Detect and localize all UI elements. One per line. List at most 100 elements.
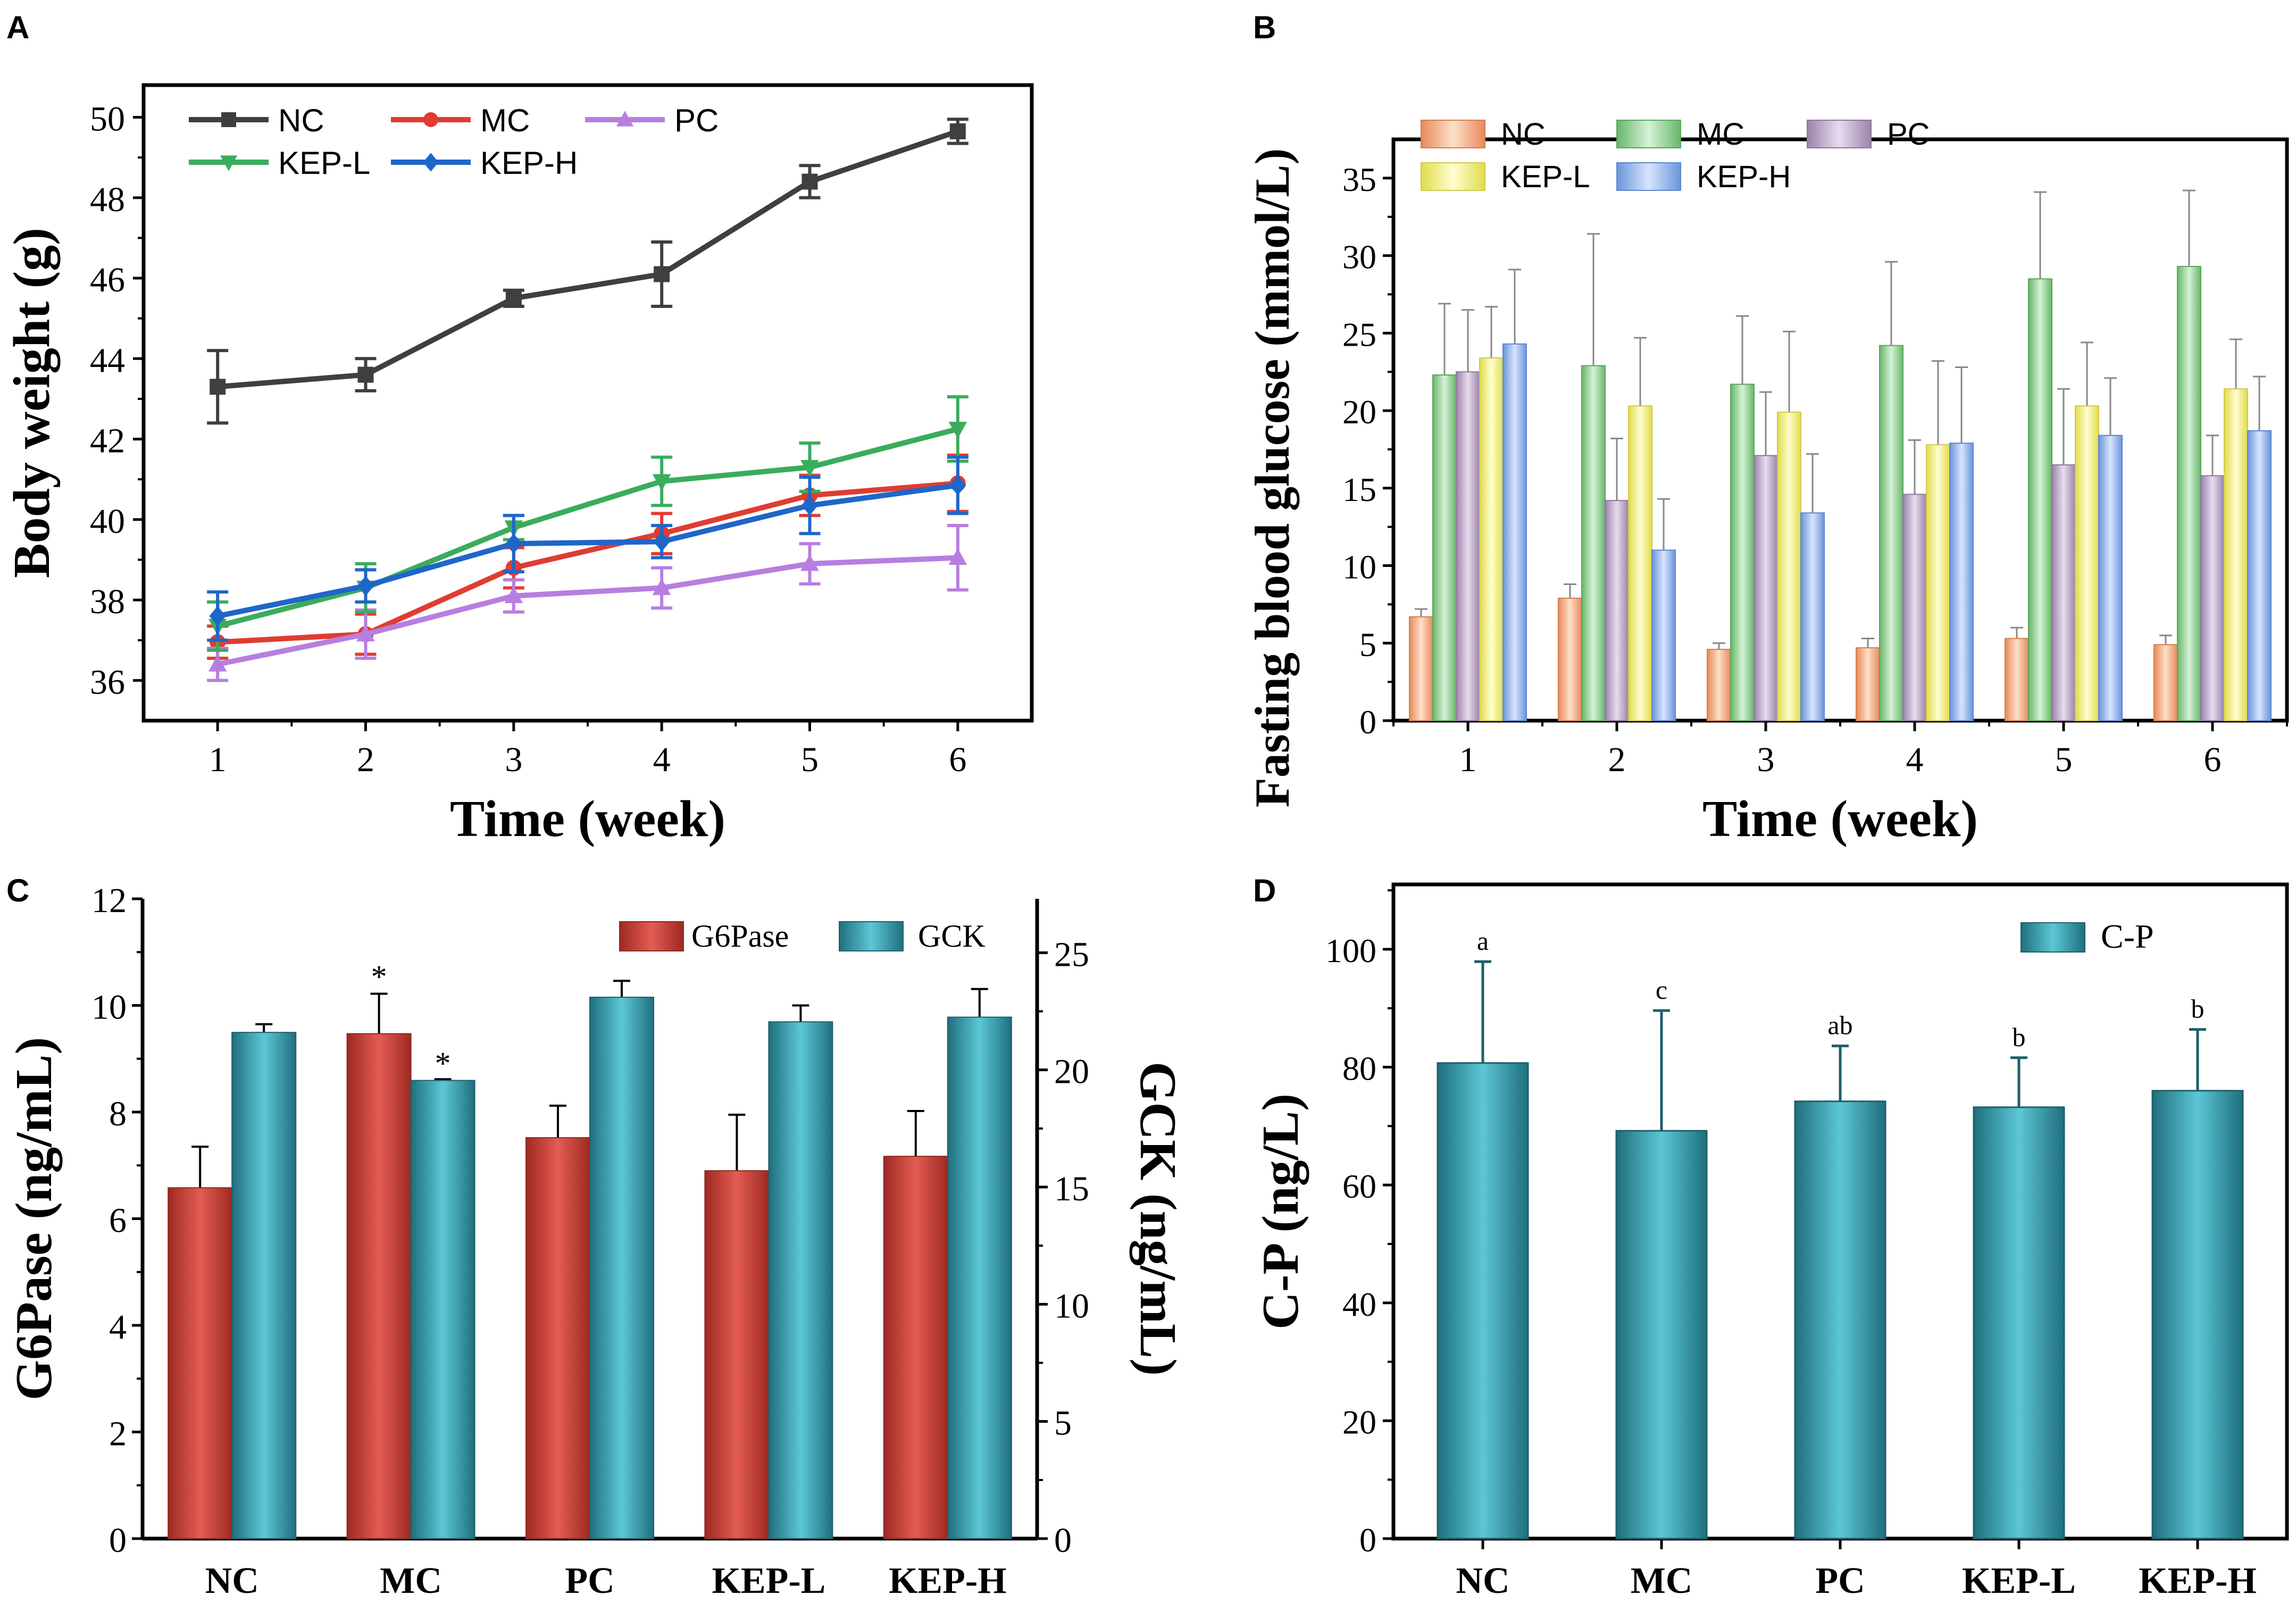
bar-pc-week-6	[2200, 475, 2225, 721]
legend-marker	[220, 155, 238, 171]
y-tick-label: 36	[90, 663, 125, 701]
point-kep-h	[949, 475, 966, 496]
y-axis-title: G6Pase (ng/mL)	[5, 1037, 63, 1400]
point-kep-h	[505, 533, 522, 554]
y-tick-label: 25	[1342, 315, 1376, 353]
y-right-axis-title: GCK (ng/mL)	[1129, 1062, 1187, 1376]
y-tick-label: 0	[1359, 1521, 1376, 1559]
bar-kep-l-week-5	[2075, 405, 2099, 721]
y-axis-title: Fasting blood glucose (mmol/L)	[1245, 148, 1299, 807]
y-tick-label: 4	[109, 1308, 127, 1347]
legend-label: PC	[1887, 117, 1930, 152]
bar-gck-nc	[231, 1032, 297, 1539]
line-nc	[217, 129, 959, 390]
y-tick-label: 6	[109, 1201, 127, 1240]
point-kep-h	[357, 575, 374, 596]
series-pc	[207, 524, 969, 682]
y-tick-label: 2	[109, 1415, 127, 1454]
y-tick-label: 40	[1342, 1285, 1376, 1323]
y-tick-label: 8	[109, 1095, 127, 1133]
legend-label: NC	[278, 103, 324, 138]
significance-letter: c	[1656, 975, 1667, 1005]
bar-g6pase-kep-l	[704, 1170, 770, 1539]
series-kep-l	[207, 395, 969, 652]
x-tick-label: MC	[1631, 1560, 1693, 1601]
panel-label-d: D	[1253, 873, 1276, 908]
point-kep-h	[801, 495, 819, 516]
legend-marker	[423, 153, 439, 172]
bar-pc-week-4	[1902, 494, 1927, 721]
y-tick-label: 44	[90, 341, 125, 380]
bar-nc-week-5	[2005, 638, 2029, 722]
x-tick-label: PC	[1815, 1560, 1865, 1601]
x-tick-label: 4	[653, 740, 671, 779]
y-tick-label: 80	[1342, 1050, 1376, 1088]
panel-label-b: B	[1253, 10, 1276, 45]
point-kep-l	[800, 460, 819, 477]
legend-label: NC	[1501, 117, 1546, 152]
y-right-tick-label: 5	[1054, 1404, 1072, 1443]
legend: NC MC PC KEP-L KEP-H	[189, 103, 719, 181]
y-tick-label: 35	[1342, 161, 1376, 198]
y-tick-label: 20	[1342, 1403, 1376, 1441]
legend-swatch-gck	[839, 921, 904, 951]
bar-mc-week-2	[1581, 365, 1606, 721]
bar-kep-l-week-4	[1926, 444, 1950, 721]
plot-frame	[141, 83, 1034, 723]
y-tick-label: 10	[91, 988, 127, 1027]
series-kep-h	[207, 455, 969, 642]
x-axis-title: Time (week)	[450, 790, 725, 848]
bar-kep-h-week-3	[1800, 512, 1825, 722]
legend: NC MC PC KEP-L KEP-H	[1421, 117, 1930, 194]
legend-label: GCK	[918, 918, 986, 954]
point-nc	[505, 290, 522, 306]
point-pc	[652, 578, 671, 595]
bar-g6pase-kep-h	[883, 1156, 948, 1539]
bar-kep-l-week-1	[1479, 357, 1504, 721]
bar-mc-week-6	[2177, 266, 2201, 721]
point-kep-l	[652, 474, 671, 491]
panel-label-a: A	[6, 10, 29, 45]
bar-mc-week-3	[1730, 383, 1755, 721]
legend-swatch	[1807, 120, 1872, 148]
x-tick-label: 1	[1459, 740, 1477, 779]
point-pc	[800, 554, 819, 571]
bar-nc-week-2	[1558, 597, 1582, 721]
x-tick-label: 3	[505, 740, 522, 779]
legend: C-P	[2021, 917, 2154, 955]
bar-kep-h-week-5	[2098, 435, 2123, 721]
y-tick-label: 46	[90, 261, 125, 299]
legend: G6Pase GCK	[619, 918, 986, 954]
legend-label: KEP-H	[480, 145, 578, 181]
y-tick-label: 15	[1342, 471, 1376, 508]
y-tick-label: 12	[91, 881, 127, 920]
y-axis-title: C-P (ng/L)	[1252, 1093, 1309, 1330]
line-mc	[217, 480, 958, 645]
bar-nc-week-3	[1707, 648, 1731, 721]
plot-frame	[1391, 137, 2289, 723]
x-tick-label: 2	[1608, 740, 1626, 779]
point-nc	[801, 173, 818, 190]
x-tick-label: KEP-H	[889, 1560, 1007, 1601]
bar-kep-l-week-2	[1628, 405, 1652, 721]
y-tick-label: 30	[1342, 238, 1376, 276]
panel-c-g6pase-gck-chart: 0 2 4 6 8 10 12 0 5 10 15 20 25 G6Pase (ng/mL) GCK (ng…	[5, 881, 1187, 1601]
x-tick-label: NC	[1456, 1560, 1509, 1601]
x-axis-title: Time (week)	[1702, 790, 1978, 848]
point-pc	[208, 655, 227, 672]
point-nc	[949, 123, 966, 139]
panel-d-c-peptide-chart: 0 20 40 60 80 100 C-P (ng/L) NC a MC c PC ab KEP-L b KE…	[1252, 882, 2289, 1601]
series-mc	[207, 453, 969, 660]
legend-label: C-P	[2101, 917, 2154, 955]
point-nc	[210, 379, 226, 395]
y-tick-label: 20	[1342, 393, 1376, 431]
bar-kep-l-week-3	[1777, 411, 1801, 721]
bar-kep-h-week-1	[1502, 343, 1527, 721]
bar-pc-week-5	[2051, 464, 2076, 722]
legend-swatch	[1616, 120, 1681, 148]
significance-letter: ab	[1827, 1010, 1852, 1040]
bar-c-p-kep-h	[2151, 1090, 2244, 1540]
line-kep-l	[216, 426, 959, 629]
y-right-tick-label: 25	[1054, 935, 1089, 974]
